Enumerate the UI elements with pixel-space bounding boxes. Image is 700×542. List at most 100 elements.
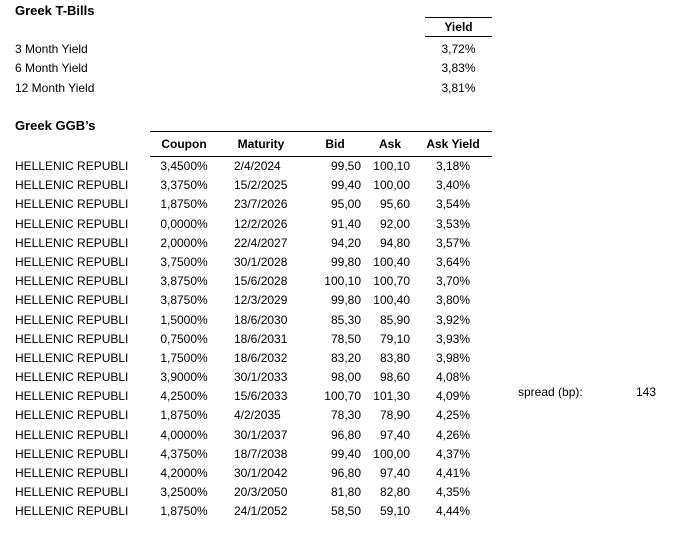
bond-cells: 3,3750% 15/2/2025 99,40 100,00 3,40%	[150, 176, 492, 195]
bond-cells: 1,8750% 23/7/2026 95,00 95,60 3,54%	[150, 195, 492, 214]
bond-ask: 101,30	[373, 389, 410, 404]
bond-ask: 100,00	[373, 446, 410, 461]
bond-bid: 100,70	[324, 389, 361, 404]
bond-name: HELLENIC REPUBLI	[15, 331, 129, 346]
bond-maturity: 18/6/2031	[234, 331, 288, 346]
bond-cells: 4,2000% 30/1/2042 96,80 97,40 4,41%	[150, 464, 492, 483]
bond-name: HELLENIC REPUBLI	[15, 446, 129, 461]
bond-row: HELLENIC REPUBLI 3,8750% 12/3/2029 99,80…	[0, 291, 700, 310]
bond-coupon: 1,8750%	[160, 197, 208, 212]
bond-cells: 3,8750% 12/3/2029 99,80 100,40 3,80%	[150, 291, 492, 310]
bond-name: HELLENIC REPUBLI	[15, 178, 129, 193]
bond-row: HELLENIC REPUBLI 1,8750% 24/1/2052 58,50…	[0, 502, 700, 521]
bond-ask: 98,60	[379, 370, 410, 385]
bond-coupon: 3,9000%	[160, 370, 208, 385]
ggb-table-header: Coupon Maturity Bid Ask Ask Yield	[150, 131, 492, 157]
bond-coupon: 0,7500%	[160, 331, 208, 346]
bond-coupon: 4,2500%	[160, 389, 208, 404]
bond-ask-yield: 3,93%	[435, 331, 471, 346]
bond-coupon: 3,8750%	[160, 274, 208, 289]
bond-bid: 99,50	[330, 159, 361, 173]
bond-ask-yield: 4,08%	[435, 370, 471, 385]
tbills-rows: 3 Month Yield 3,72% 6 Month Yield 3,83% …	[0, 40, 700, 98]
bond-maturity: 30/1/2042	[234, 466, 288, 480]
bond-ask: 100,40	[373, 254, 410, 269]
bond-bid: 94,20	[330, 235, 361, 250]
bond-row: HELLENIC REPUBLI 4,0000% 30/1/2037 96,80…	[0, 426, 700, 445]
bond-name: HELLENIC REPUBLI	[15, 216, 129, 231]
tbill-yield-value: 3,72%	[441, 42, 476, 56]
yield-column-header: Yield	[425, 17, 492, 37]
tbill-yield-value: 3,81%	[441, 80, 476, 95]
bond-row: HELLENIC REPUBLI 1,7500% 18/6/2032 83,20…	[0, 349, 700, 368]
col-header-bid: Bid	[325, 137, 345, 151]
bond-ask-yield: 4,09%	[435, 389, 471, 404]
tbill-label: 12 Month Yield	[15, 80, 95, 95]
bond-bid: 96,80	[330, 427, 361, 442]
bond-name: HELLENIC REPUBLI	[15, 370, 129, 385]
bond-coupon: 3,3750%	[160, 178, 208, 193]
bond-ask-yield: 3,18%	[435, 159, 471, 173]
bond-bid: 83,20	[330, 350, 361, 365]
bond-ask: 100,40	[373, 293, 410, 308]
bond-bid: 99,40	[330, 178, 361, 193]
bond-name: HELLENIC REPUBLI	[15, 254, 129, 269]
bond-cells: 0,7500% 18/6/2031 78,50 79,10 3,93%	[150, 330, 492, 349]
bond-ask-yield: 4,41%	[435, 466, 471, 480]
bond-ask-yield: 4,35%	[435, 485, 471, 500]
bond-coupon: 4,3750%	[160, 446, 208, 461]
bond-maturity: 12/3/2029	[234, 293, 288, 308]
bond-ask-yield: 3,64%	[435, 254, 471, 269]
bond-ask-yield: 3,57%	[435, 235, 471, 250]
bond-ask-yield: 3,92%	[435, 312, 471, 327]
bond-ask-yield: 3,54%	[435, 197, 471, 212]
bond-ask-yield: 3,98%	[435, 350, 471, 365]
tbill-row: 6 Month Yield 3,83%	[0, 59, 700, 78]
spread-note: spread (bp): 143	[518, 383, 656, 402]
bond-cells: 3,8750% 15/6/2028 100,10 100,70 3,70%	[150, 272, 492, 291]
tbill-row: 12 Month Yield 3,81%	[0, 79, 700, 98]
bond-name: HELLENIC REPUBLI	[15, 159, 129, 173]
bond-maturity: 22/4/2027	[234, 235, 288, 250]
bond-bid: 100,10	[324, 274, 361, 289]
bond-row: HELLENIC REPUBLI 3,3750% 15/2/2025 99,40…	[0, 176, 700, 195]
bond-cells: 1,8750% 4/2/2035 78,30 78,90 4,25%	[150, 406, 492, 425]
bond-bid: 98,00	[330, 370, 361, 385]
bond-row: HELLENIC REPUBLI 1,8750% 23/7/2026 95,00…	[0, 195, 700, 214]
bond-cells: 3,2500% 20/3/2050 81,80 82,80 4,35%	[150, 483, 492, 502]
bond-row: HELLENIC REPUBLI 3,8750% 15/6/2028 100,1…	[0, 272, 700, 291]
bond-coupon: 0,0000%	[160, 216, 208, 231]
bond-name: HELLENIC REPUBLI	[15, 235, 129, 250]
bond-bid: 99,80	[330, 293, 361, 308]
ggb-table-rows: HELLENIC REPUBLI 3,4500% 2/4/2024 99,50 …	[0, 157, 700, 522]
bond-ask-yield: 3,80%	[435, 293, 471, 308]
bond-coupon: 4,2000%	[160, 466, 208, 480]
bond-name: HELLENIC REPUBLI	[15, 274, 129, 289]
bond-row: HELLENIC REPUBLI 3,2500% 20/3/2050 81,80…	[0, 483, 700, 502]
bond-row: HELLENIC REPUBLI 1,5000% 18/6/2030 85,30…	[0, 311, 700, 330]
bond-coupon: 1,7500%	[160, 350, 208, 365]
bond-maturity: 30/1/2037	[234, 427, 288, 442]
bond-name: HELLENIC REPUBLI	[15, 312, 129, 327]
bond-maturity: 18/7/2038	[234, 446, 288, 461]
bond-maturity: 24/1/2052	[234, 504, 288, 519]
bond-ask: 94,80	[379, 235, 410, 250]
bond-row: HELLENIC REPUBLI 2,0000% 22/4/2027 94,20…	[0, 234, 700, 253]
bond-coupon: 3,8750%	[160, 293, 208, 308]
bond-maturity: 20/3/2050	[234, 485, 288, 500]
spread-label: spread (bp):	[518, 385, 583, 399]
bond-cells: 1,5000% 18/6/2030 85,30 85,90 3,92%	[150, 311, 492, 330]
bond-coupon: 3,4500%	[160, 159, 208, 173]
bond-ask: 100,10	[373, 159, 410, 173]
bond-name: HELLENIC REPUBLI	[15, 427, 129, 442]
bond-maturity: 30/1/2028	[234, 254, 288, 269]
tbill-label: 3 Month Yield	[15, 42, 88, 56]
bond-ask-yield: 4,37%	[435, 446, 471, 461]
bond-ask-yield: 4,25%	[435, 408, 471, 423]
bond-bid: 78,50	[330, 331, 361, 346]
bond-coupon: 3,2500%	[160, 485, 208, 500]
bond-name: HELLENIC REPUBLI	[15, 350, 129, 365]
bond-cells: 3,7500% 30/1/2028 99,80 100,40 3,64%	[150, 253, 492, 272]
col-header-coupon: Coupon	[161, 137, 207, 151]
